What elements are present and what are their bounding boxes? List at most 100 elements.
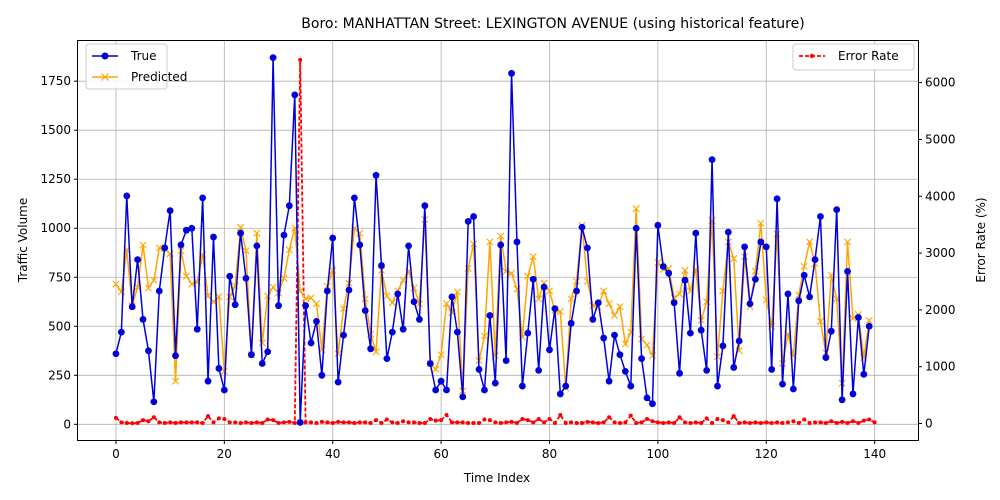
true-point bbox=[616, 351, 624, 359]
true-point bbox=[735, 337, 743, 345]
y2-axis-label: Error Rate (%) bbox=[974, 197, 988, 282]
true-point bbox=[518, 382, 526, 390]
true-point bbox=[432, 386, 440, 394]
true-point bbox=[210, 233, 217, 241]
error-rate-point bbox=[834, 420, 839, 425]
error-rate-point bbox=[612, 420, 617, 425]
predicted-point bbox=[302, 295, 310, 303]
true-point bbox=[345, 286, 353, 294]
true-point bbox=[556, 390, 564, 398]
true-point bbox=[551, 305, 559, 313]
true-point bbox=[800, 271, 808, 279]
error-rate-point bbox=[303, 420, 308, 425]
true-point bbox=[128, 303, 136, 311]
true-point bbox=[470, 213, 478, 220]
x-tick-label: 0 bbox=[112, 447, 120, 461]
legend-predicted-marker bbox=[101, 73, 109, 81]
error-rate-point bbox=[672, 420, 677, 425]
true-point bbox=[535, 366, 543, 374]
true-point bbox=[589, 316, 597, 323]
true-point bbox=[188, 224, 196, 232]
error-rate-point bbox=[514, 420, 519, 425]
true-point bbox=[502, 357, 510, 364]
error-rate-point bbox=[688, 420, 693, 425]
error-rate-point bbox=[233, 420, 238, 425]
error-rate-point bbox=[661, 420, 666, 425]
y-tick-label: 1000 bbox=[40, 221, 71, 235]
true-point bbox=[676, 369, 683, 377]
error-rate-point bbox=[249, 420, 254, 425]
true-point bbox=[752, 275, 759, 283]
error-rate-point bbox=[390, 420, 395, 425]
true-point bbox=[318, 371, 326, 379]
error-rate-point bbox=[861, 418, 866, 423]
true-point bbox=[605, 377, 613, 385]
error-rate-point bbox=[325, 420, 330, 425]
y2-tick-label: 1000 bbox=[925, 360, 956, 374]
true-point bbox=[594, 299, 602, 307]
error-rate-point bbox=[758, 420, 763, 425]
predicted-point bbox=[497, 232, 505, 240]
true-point bbox=[426, 360, 434, 367]
true-point bbox=[681, 276, 689, 284]
true-point bbox=[806, 293, 814, 301]
series-error-rate bbox=[113, 57, 877, 426]
true-point bbox=[730, 364, 738, 371]
error-rate-point bbox=[590, 420, 595, 425]
true-point bbox=[410, 298, 418, 306]
error-rate-point bbox=[785, 420, 790, 425]
predicted-point bbox=[806, 238, 814, 246]
true-point bbox=[242, 274, 250, 282]
true-point bbox=[269, 54, 277, 62]
predicted-point bbox=[139, 241, 147, 249]
error-rate-point bbox=[693, 420, 698, 425]
error-rate-point bbox=[872, 420, 877, 425]
predicted-point bbox=[182, 272, 190, 280]
error-rate-point bbox=[168, 420, 173, 425]
true-point bbox=[546, 346, 553, 354]
predicted-point bbox=[681, 266, 689, 274]
error-rate-point bbox=[677, 415, 682, 420]
predicted-point bbox=[432, 365, 440, 374]
true-point bbox=[540, 283, 548, 291]
error-rate-point bbox=[536, 416, 541, 421]
predicted-point bbox=[388, 299, 396, 307]
predicted-point bbox=[773, 230, 781, 238]
true-line bbox=[115, 57, 870, 423]
series-true bbox=[112, 54, 873, 426]
error-rate-point bbox=[444, 413, 449, 417]
predicted-point bbox=[865, 316, 873, 324]
error-rate-point bbox=[856, 420, 861, 425]
error-rate-point bbox=[178, 420, 183, 425]
error-rate-point bbox=[184, 420, 189, 425]
error-rate-point bbox=[384, 417, 389, 422]
true-point bbox=[302, 302, 310, 310]
y-axis-label: Traffic Volume bbox=[16, 198, 30, 284]
error-rate-point bbox=[401, 419, 406, 424]
error-rate-point bbox=[336, 419, 341, 424]
error-rate-point bbox=[737, 420, 742, 425]
y2-tick-label: 6000 bbox=[925, 76, 956, 90]
true-point bbox=[405, 242, 412, 250]
true-point bbox=[817, 213, 824, 220]
error-rate-point bbox=[341, 420, 346, 425]
y-tick-label: 750 bbox=[48, 270, 71, 284]
true-point bbox=[464, 217, 472, 225]
true-point bbox=[139, 316, 147, 323]
predicted-point bbox=[437, 351, 445, 359]
true-point bbox=[329, 234, 337, 242]
true-point bbox=[497, 241, 505, 249]
error-rate-point bbox=[200, 420, 205, 425]
true-point bbox=[285, 202, 293, 210]
true-point bbox=[789, 385, 797, 393]
error-rate-point bbox=[238, 420, 243, 425]
error-rate-point bbox=[731, 414, 736, 419]
predicted-point bbox=[236, 223, 245, 231]
predicted-point bbox=[621, 340, 629, 348]
error-rate-point bbox=[487, 418, 492, 423]
predicted-point bbox=[155, 244, 163, 252]
true-point bbox=[757, 238, 765, 246]
true-point bbox=[849, 390, 857, 398]
error-rate-point bbox=[363, 420, 368, 425]
y-tick-label: 500 bbox=[48, 319, 71, 333]
